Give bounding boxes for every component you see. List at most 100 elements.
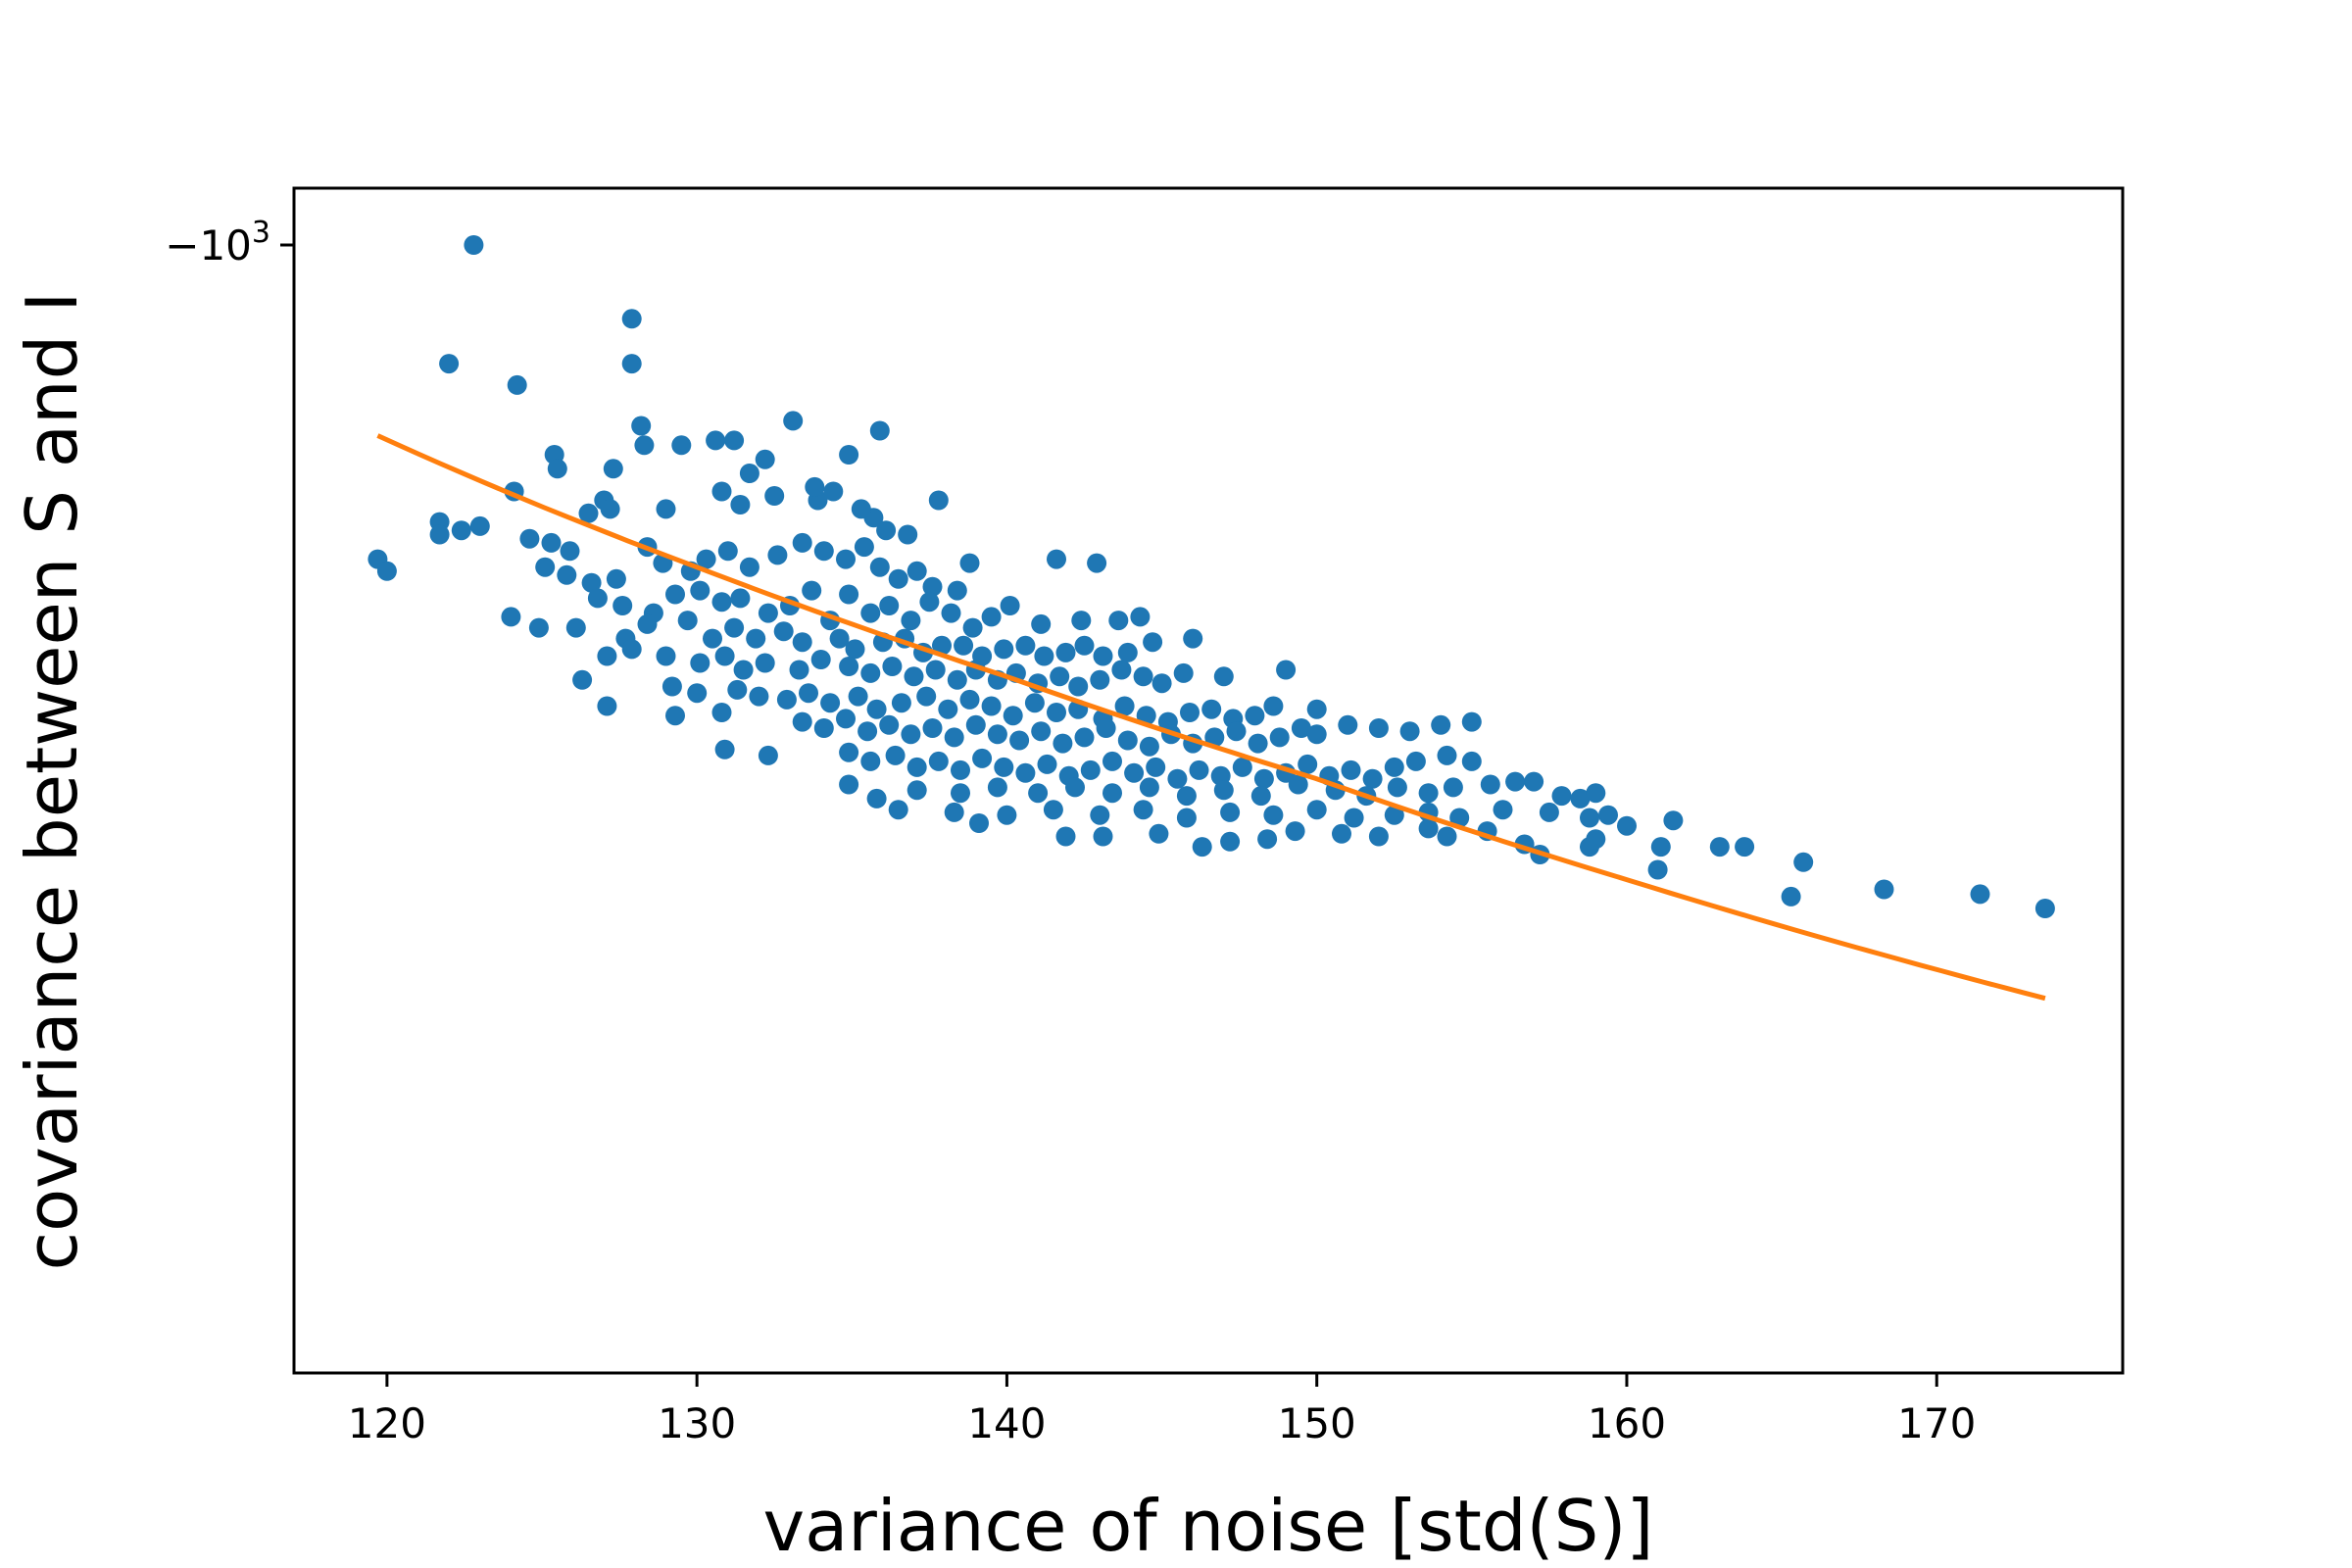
- data-point-146: [572, 669, 593, 690]
- data-point-303: [1647, 859, 1668, 880]
- data-point-213: [906, 757, 927, 777]
- data-point-245: [1102, 783, 1122, 804]
- data-point-55: [813, 541, 834, 562]
- data-point-1: [621, 309, 642, 329]
- data-point-284: [1055, 826, 1076, 847]
- data-point-115: [1117, 642, 1138, 662]
- data-point-84: [981, 607, 1002, 627]
- data-point-255: [1443, 777, 1463, 798]
- data-point-156: [866, 699, 887, 719]
- data-point-15: [603, 459, 623, 479]
- data-point-145: [1276, 660, 1297, 680]
- data-point-139: [1090, 669, 1110, 690]
- data-point-271: [1306, 800, 1327, 820]
- data-point-4: [507, 374, 527, 395]
- data-point-88: [1108, 611, 1129, 631]
- data-point-248: [1213, 780, 1234, 801]
- data-point-273: [1384, 805, 1404, 825]
- data-point-293: [1418, 818, 1439, 839]
- data-point-35: [928, 490, 949, 511]
- data-point-111: [1034, 646, 1054, 666]
- data-point-75: [802, 580, 822, 601]
- data-point-193: [1117, 730, 1138, 751]
- data-point-235: [1384, 757, 1404, 777]
- x-tick-label-140: 140: [967, 1399, 1046, 1447]
- data-point-46: [606, 568, 626, 589]
- data-point-167: [1114, 696, 1135, 716]
- data-point-34: [851, 499, 871, 519]
- data-point-223: [1124, 762, 1145, 783]
- data-point-283: [969, 813, 989, 833]
- data-point-162: [1003, 706, 1023, 726]
- data-point-222: [1102, 751, 1122, 771]
- data-point-77: [839, 584, 859, 605]
- data-point-123: [733, 660, 754, 680]
- data-point-66: [587, 588, 608, 609]
- data-point-209: [758, 745, 778, 765]
- data-point-102: [845, 639, 865, 660]
- data-point-258: [1524, 771, 1544, 792]
- data-point-116: [1143, 632, 1163, 653]
- data-point-56: [836, 549, 856, 569]
- data-point-78: [860, 603, 881, 623]
- data-point-10: [706, 430, 726, 451]
- data-point-178: [792, 711, 812, 732]
- data-point-40: [560, 541, 580, 562]
- data-point-161: [981, 696, 1002, 716]
- x-axis-ticks: 120 130 140 150 160 170: [348, 1373, 1976, 1447]
- data-point-120: [656, 646, 676, 666]
- data-point-286: [1149, 823, 1169, 844]
- data-point-52: [739, 557, 760, 577]
- data-point-87: [1071, 611, 1092, 631]
- data-point-119: [621, 639, 642, 660]
- data-point-124: [755, 653, 775, 673]
- data-point-180: [836, 709, 856, 729]
- data-point-307: [1970, 884, 1990, 905]
- data-point-201: [1291, 718, 1311, 738]
- data-point-2: [439, 354, 460, 374]
- data-point-279: [1598, 805, 1618, 825]
- data-point-155: [848, 686, 868, 707]
- data-point-83: [962, 617, 983, 638]
- data-point-199: [1248, 733, 1268, 754]
- data-point-144: [1213, 666, 1234, 687]
- data-point-142: [1152, 673, 1172, 694]
- data-point-159: [938, 699, 958, 719]
- data-point-150: [727, 679, 748, 700]
- data-point-99: [773, 621, 794, 642]
- data-point-207: [1461, 711, 1482, 732]
- data-point-231: [1298, 754, 1318, 774]
- data-point-72: [730, 588, 751, 609]
- data-point-237: [1437, 745, 1457, 765]
- data-point-51: [717, 541, 738, 562]
- data-point-149: [687, 683, 708, 704]
- data-point-60: [906, 561, 927, 581]
- data-point-91: [528, 617, 549, 638]
- data-point-176: [665, 706, 685, 726]
- data-point-79: [879, 596, 900, 615]
- data-point-264: [997, 805, 1017, 825]
- data-point-8: [724, 430, 745, 451]
- data-point-148: [662, 676, 682, 697]
- data-point-27: [578, 503, 599, 523]
- x-tick-label-170: 170: [1897, 1399, 1976, 1447]
- data-point-226: [1189, 760, 1209, 780]
- data-point-200: [1269, 727, 1290, 748]
- data-point-80: [901, 611, 921, 631]
- data-point-53: [767, 545, 788, 565]
- data-point-229: [1253, 768, 1274, 789]
- data-point-171: [1201, 699, 1222, 719]
- data-point-205: [1399, 721, 1420, 742]
- data-point-219: [1037, 754, 1057, 774]
- data-point-36: [876, 520, 897, 541]
- data-point-170: [1180, 703, 1200, 722]
- data-point-204: [1368, 718, 1389, 738]
- data-point-14: [755, 449, 775, 469]
- data-point-218: [1015, 762, 1036, 783]
- data-point-157: [891, 693, 911, 713]
- data-point-294: [1437, 826, 1457, 847]
- data-point-300: [1650, 837, 1671, 858]
- data-point-29: [656, 499, 676, 519]
- x-tick-label-150: 150: [1278, 1399, 1356, 1447]
- data-point-276: [1493, 800, 1513, 820]
